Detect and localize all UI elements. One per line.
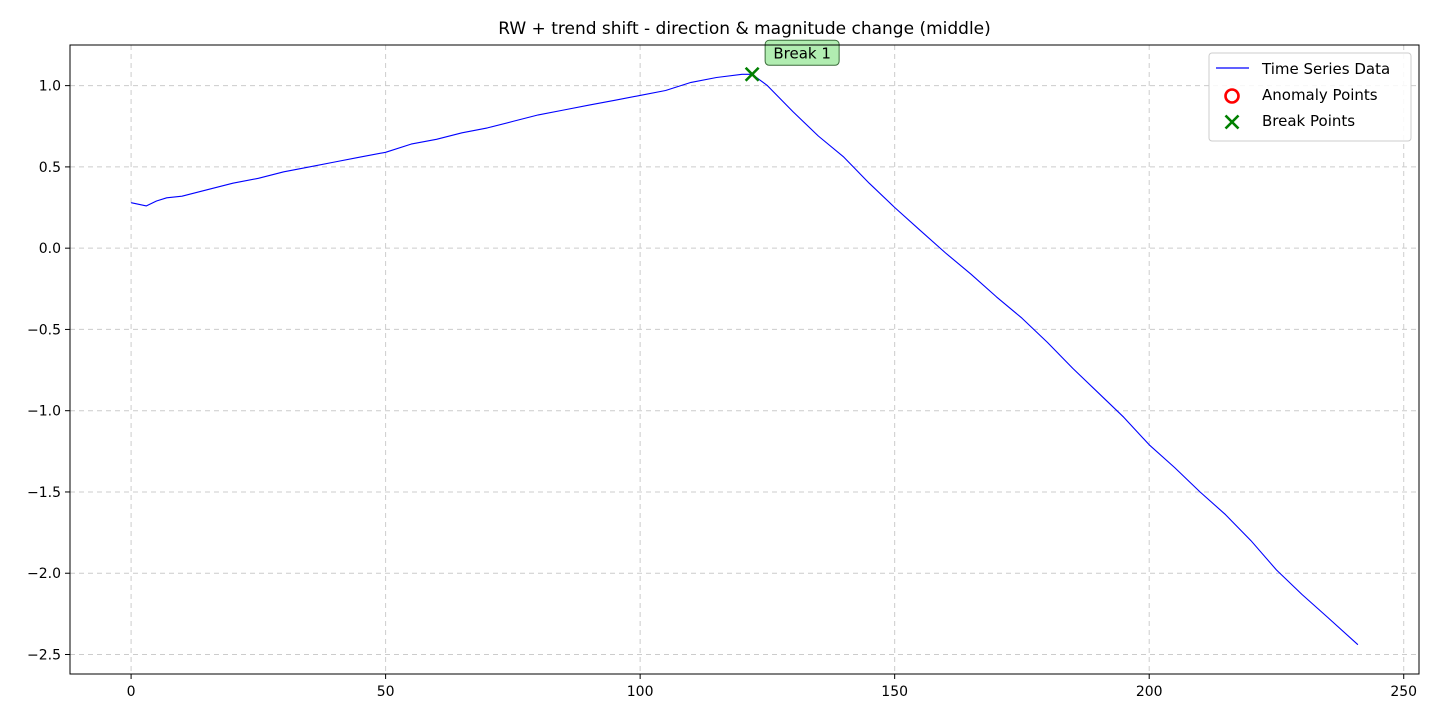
grid-layer	[70, 45, 1419, 674]
legend: Time Series Data Anomaly Points Break Poin…	[1208, 52, 1412, 142]
legend-swatch-circle	[1224, 88, 1240, 104]
break-point-x-stroke	[744, 66, 760, 82]
y-tick-label: −1.0	[27, 404, 61, 420]
y-tick-label: 1.0	[39, 79, 61, 95]
x-tick-label: 150	[881, 684, 908, 700]
y-tick-label: 0.5	[39, 160, 61, 176]
x-tick-label: 50	[377, 684, 395, 700]
marker-layer: Break 1	[744, 39, 840, 82]
y-tick-label: −1.5	[27, 485, 61, 501]
break-label-box	[764, 39, 840, 66]
legend-label: Break Points	[1262, 112, 1355, 130]
tick-layer: 0 50 100 150 200 250 1.0 0.5 0.0 −0.5 −1.0 −1.5 −2.0…	[27, 79, 1417, 700]
x-tick-label: 250	[1390, 684, 1417, 700]
legend-box	[1208, 52, 1412, 142]
series-layer	[130, 73, 1359, 646]
y-tick-label: 0.0	[39, 241, 61, 257]
y-tick-label: −2.0	[27, 566, 61, 582]
series-line-time-series-data	[130, 73, 1359, 646]
y-tick-label: −0.5	[27, 322, 61, 338]
legend-swatch-x-stroke	[1224, 114, 1240, 130]
legend-label: Anomaly Points	[1262, 86, 1378, 104]
x-tick-label: 0	[127, 684, 136, 700]
break-label: Break 1	[773, 44, 831, 62]
x-tick-label: 100	[627, 684, 654, 700]
x-tick-label: 200	[1136, 684, 1163, 700]
break-point	[744, 66, 760, 82]
legend-label: Time Series Data	[1261, 60, 1390, 78]
chart-title: RW + trend shift - direction & magnitude…	[498, 19, 991, 39]
y-tick-label: −2.5	[27, 647, 61, 663]
plot-frame	[69, 44, 1420, 675]
